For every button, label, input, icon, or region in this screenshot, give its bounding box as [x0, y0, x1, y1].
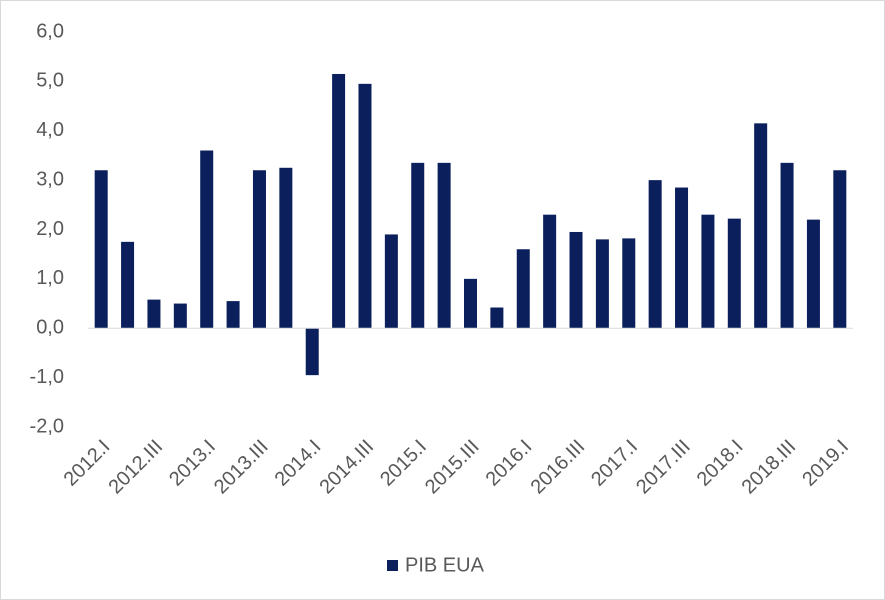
bar — [121, 241, 135, 329]
bar — [701, 214, 715, 329]
bar — [780, 162, 794, 329]
bar — [200, 150, 214, 329]
bar — [464, 278, 477, 329]
y-tick-label: 6,0 — [36, 20, 64, 42]
bar — [94, 170, 108, 329]
y-tick-label: 4,0 — [36, 119, 64, 141]
y-tick-label: 1,0 — [36, 267, 64, 289]
bar — [305, 328, 319, 376]
y-tick-label: 2,0 — [36, 218, 64, 240]
y-tick-label: 3,0 — [36, 168, 64, 190]
y-tick-label: 5,0 — [36, 70, 64, 92]
bar — [727, 218, 741, 329]
bar — [147, 299, 161, 329]
bar — [543, 214, 557, 329]
bar — [384, 234, 398, 329]
bar — [173, 303, 187, 329]
bar — [754, 123, 768, 329]
y-tick-label: 0,0 — [36, 317, 64, 339]
bar — [252, 170, 266, 329]
bar — [437, 162, 451, 329]
bar — [595, 239, 609, 329]
bar — [648, 180, 662, 329]
y-tick-label: -2,0 — [30, 415, 64, 437]
bar — [833, 170, 847, 329]
bar — [279, 167, 293, 329]
y-tick-label: -1,0 — [30, 366, 64, 388]
bar — [675, 187, 689, 329]
bar — [411, 162, 425, 329]
legend-swatch — [387, 560, 398, 571]
bar — [332, 73, 346, 329]
bar — [622, 238, 636, 329]
bar — [516, 249, 530, 329]
bar — [358, 83, 372, 329]
bar — [569, 231, 583, 329]
bar — [226, 301, 240, 329]
bar — [490, 307, 504, 329]
legend-label: PIB EUA — [405, 554, 485, 576]
bar — [806, 219, 820, 329]
